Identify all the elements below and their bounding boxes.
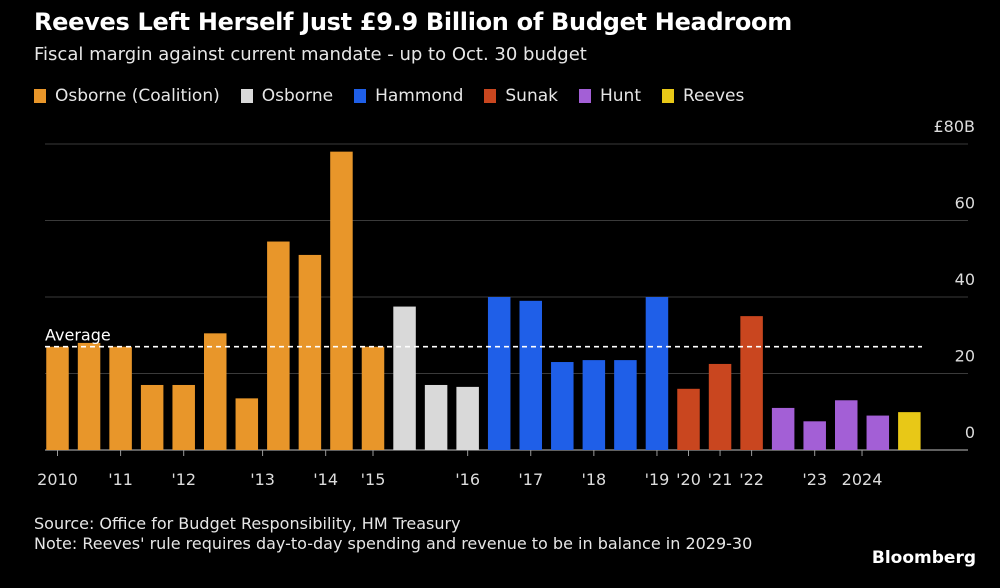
bar-sunak-20 [677,388,700,450]
legend-swatch-sunak [484,89,497,103]
bar-osborne-coalition-1 [77,342,101,450]
x-axis-ticks: 2010 '11 '12 '13 '14 '15 '16 '17 '18 '19 '20 '21 '22… [37,450,882,489]
y-tick-label: £80B [933,117,975,136]
bar-osborne-coalition-9 [330,151,353,450]
y-tick-label: 0 [965,423,975,442]
bar-osborne-11 [393,306,416,450]
average-label: Average [45,326,111,345]
bar-osborne-coalition-5 [204,333,227,450]
bar-hammond-15 [519,300,542,450]
legend-label-sunak: Sunak [505,86,558,106]
x-tick-label: 2024 [842,470,883,489]
x-tick-label: '18 [581,470,606,489]
chart-subtitle: Fiscal margin against current mandate - … [34,44,587,65]
bars [46,151,921,450]
legend-swatch-hammond [354,89,367,103]
legend-swatch-hunt [579,89,591,103]
legend-label-osborne: Osborne [261,86,334,106]
bar-osborne-coalition-3 [140,384,164,450]
bar-sunak-22 [740,316,763,450]
bar-osborne-12 [424,384,448,450]
x-tick-label: '20 [676,470,701,489]
y-tick-label: 40 [955,270,975,289]
bar-hammond-16 [551,362,574,450]
x-tick-label: '11 [108,470,133,489]
x-tick-label: '12 [171,470,196,489]
bar-osborne-coalition-8 [298,254,322,450]
legend-swatch-osborne-coalition [34,89,46,103]
x-tick-label: '23 [802,470,827,489]
legend-item-hammond: Hammond [354,86,463,106]
legend-label-hunt: Hunt [600,86,641,106]
bar-osborne-coalition-0 [46,346,69,450]
x-tick-label: '22 [739,470,764,489]
bar-sunak-21 [708,363,732,450]
bar-reeves-27 [898,412,921,450]
chart-title: Reeves Left Herself Just £9.9 Billion of… [34,8,792,36]
source-text: Source: Office for Budget Responsibility… [34,514,461,533]
bar-hunt-23 [771,407,795,450]
bar-osborne-coalition-6 [235,398,259,450]
note-text: Note: Reeves' rule requires day-to-day s… [34,534,753,553]
y-axis-ticks: £80B 60 40 20 0 [933,117,975,442]
x-tick-label: '13 [250,470,275,489]
legend-label-reeves: Reeves [683,86,745,106]
legend-item-osborne-coalition: Osborne (Coalition) [34,86,220,106]
bar-hunt-25 [835,400,858,450]
bar-hunt-24 [803,421,826,450]
bar-hammond-14 [487,297,511,450]
bar-osborne-coalition-7 [267,241,290,450]
legend-item-hunt: Hunt [579,86,641,106]
y-tick-label: 60 [955,194,975,213]
legend-item-reeves: Reeves [662,86,744,106]
legend-item-osborne: Osborne [240,86,334,106]
legend-swatch-osborne [240,89,253,103]
average-line-group: Average [45,326,922,348]
x-tick-label: '21 [708,470,733,489]
bar-hammond-18 [614,360,637,450]
bar-hammond-17 [582,360,606,450]
footer-notes: Source: Office for Budget Responsibility… [34,514,794,554]
bar-osborne-13 [456,386,479,450]
bar-osborne-coalition-2 [109,346,132,450]
x-tick-label: 2010 [37,470,78,489]
bar-chart: £80B 60 40 20 0 Average 2010 '11 '12 '13 '14 '15 '… [37,117,975,489]
bar-osborne-coalition-10 [361,346,385,450]
x-tick-label: '17 [518,470,543,489]
bar-osborne-coalition-4 [172,384,195,450]
x-tick-label: '14 [313,470,338,489]
legend-item-sunak: Sunak [484,86,558,106]
legend-swatch-reeves [662,89,674,103]
x-tick-label: '19 [645,470,670,489]
bar-hammond-19 [645,297,669,450]
legend-label-hammond: Hammond [375,86,464,106]
x-tick-label: '15 [361,470,386,489]
bar-hunt-26 [866,415,890,450]
y-tick-label: 20 [955,347,975,366]
legend-label-osborne-coalition: Osborne (Coalition) [55,86,220,106]
bloomberg-logo: Bloomberg [871,548,976,568]
legend: Osborne (Coalition) Osborne Hammond Suna… [34,86,765,106]
x-tick-label: '16 [455,470,480,489]
